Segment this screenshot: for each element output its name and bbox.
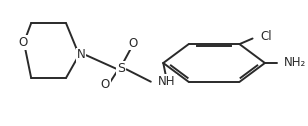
Text: NH: NH: [158, 75, 176, 88]
Text: S: S: [117, 62, 125, 75]
Text: NH₂: NH₂: [284, 56, 306, 70]
Text: O: O: [18, 36, 27, 49]
Text: O: O: [101, 78, 110, 91]
Text: O: O: [128, 37, 137, 50]
Text: Cl: Cl: [261, 30, 272, 43]
Text: N: N: [76, 48, 85, 61]
